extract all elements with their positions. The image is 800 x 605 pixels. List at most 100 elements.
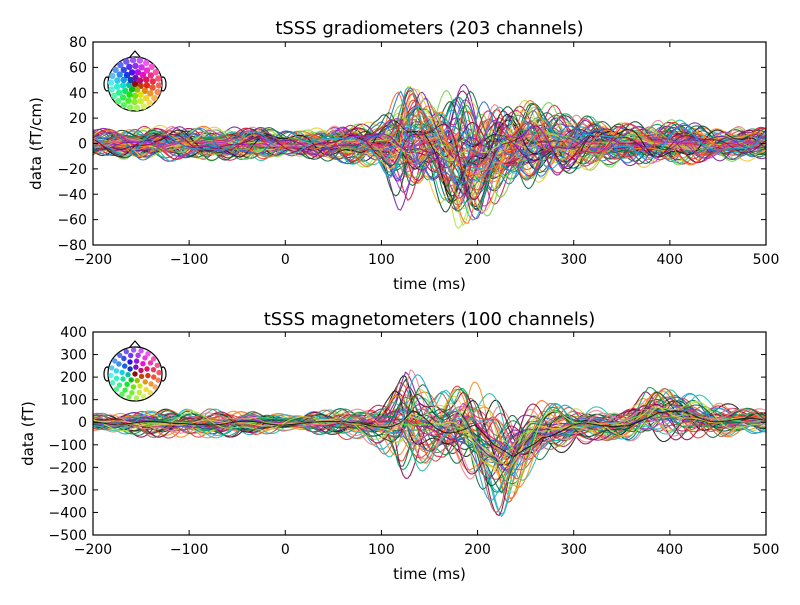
sensor-dot	[143, 59, 150, 66]
sensor-dot	[125, 81, 133, 89]
y-tick-label: 80	[69, 35, 87, 51]
chart-magnetometers: tSSS magnetometers (100 channels) −200 −1…	[19, 309, 779, 583]
sensor-dot	[134, 69, 141, 76]
sensor-dot	[131, 92, 139, 100]
y-tick-label: −500	[49, 528, 87, 544]
x-axis-label: time (ms)	[393, 275, 466, 293]
sensor-dot	[143, 67, 151, 74]
y-tick-label: 400	[60, 325, 87, 341]
plot-frame	[92, 331, 767, 536]
sensor-dot	[147, 90, 154, 97]
sensor-dot	[145, 372, 151, 379]
sensor-dot	[136, 389, 142, 396]
sensor-topomap	[103, 50, 167, 112]
sensor-dot	[127, 366, 133, 372]
sensor-dot	[109, 72, 116, 80]
sensor-dot	[113, 375, 120, 381]
sensor-dot	[152, 384, 158, 390]
y-tick-label: −300	[49, 483, 87, 499]
sensor-dot	[156, 369, 162, 376]
sensor-dot	[142, 379, 148, 385]
sensor-dot	[125, 97, 132, 104]
sensor-dot	[133, 358, 140, 364]
channel-line	[93, 389, 766, 473]
channel-line	[93, 123, 766, 200]
x-tick-label: 100	[368, 252, 395, 268]
sensor-dot	[138, 348, 144, 354]
channel-line	[93, 118, 766, 197]
sensor-dot	[129, 56, 137, 64]
sensor-dot	[116, 89, 123, 96]
y-tick-label: −80	[57, 238, 87, 254]
sensor-dot	[134, 377, 140, 384]
sensor-topomap	[103, 340, 167, 402]
channel-line	[93, 408, 766, 462]
sensor-dot	[138, 64, 145, 71]
sensor-dot	[114, 83, 121, 90]
chart-title: tSSS magnetometers (100 channels)	[264, 309, 596, 330]
sensor-dot	[148, 381, 154, 387]
channel-line	[93, 130, 766, 169]
sensor-dot	[140, 361, 146, 367]
sensor-dot	[141, 393, 147, 400]
x-tick-label: −200	[74, 542, 112, 558]
x-tick-label: 200	[464, 542, 491, 558]
sensor-dot	[120, 66, 128, 74]
sensor-dot	[112, 66, 119, 74]
channel-line	[93, 410, 766, 458]
y-tick-label: 0	[78, 415, 87, 431]
sensor-dot	[115, 98, 122, 105]
x-tick-label: 400	[656, 252, 683, 268]
sensor-dot	[135, 352, 141, 358]
sensor-dot	[150, 356, 157, 362]
sensor-dot	[143, 82, 151, 89]
sensor-dot	[147, 360, 154, 366]
sensor-dot	[128, 69, 136, 76]
x-axis-label: time (ms)	[393, 565, 466, 583]
sensor-dot	[108, 86, 115, 93]
chart-gradiometers: tSSS gradiometers (203 channels) −200 −10…	[27, 18, 779, 293]
channel-line	[93, 374, 766, 501]
sensor-dot	[112, 358, 118, 364]
channel-line	[93, 110, 766, 201]
channel-line	[93, 105, 766, 185]
sensor-dot	[117, 352, 123, 359]
sensor-dot	[130, 384, 137, 390]
sensor-dot	[131, 80, 139, 88]
x-tick-label: 0	[281, 542, 290, 558]
sensor-dot	[133, 104, 141, 112]
channel-line	[93, 126, 766, 175]
x-tick-label: −100	[170, 252, 208, 268]
sensor-dot	[130, 347, 137, 353]
channel-line	[93, 88, 766, 212]
x-tick-label: 200	[464, 252, 491, 268]
sensor-dot	[134, 86, 141, 93]
y-tick-label: −400	[49, 505, 87, 521]
sensor-dot	[151, 94, 158, 102]
head-nose	[128, 50, 142, 59]
y-axis: −500 −400 −300 −200 −100 0 100 200 300 400	[49, 325, 766, 544]
sensor-dot	[137, 97, 144, 105]
sensor-dot	[123, 71, 131, 79]
y-tick-label: 200	[60, 370, 87, 386]
sensor-dot	[149, 78, 156, 85]
sensor-dot	[136, 57, 143, 64]
sensor-dot	[117, 61, 124, 69]
sensor-dot	[149, 84, 156, 91]
sensor-dot	[143, 386, 149, 393]
sensor-dot	[122, 87, 129, 95]
series-lines	[93, 369, 766, 518]
sensor-dot	[110, 92, 118, 100]
sensor-dot	[147, 389, 153, 396]
channel-line	[93, 369, 766, 473]
sensor-dot	[122, 387, 128, 393]
sensor-dot	[154, 88, 161, 96]
sensor-dot	[119, 94, 127, 101]
sensor-dot	[136, 77, 144, 84]
sensor-dot	[119, 391, 125, 397]
x-tick-label: −200	[74, 252, 112, 268]
x-tick-label: −100	[170, 542, 208, 558]
sensor-dot	[120, 76, 128, 84]
chart-title: tSSS gradiometers (203 channels)	[275, 18, 583, 39]
